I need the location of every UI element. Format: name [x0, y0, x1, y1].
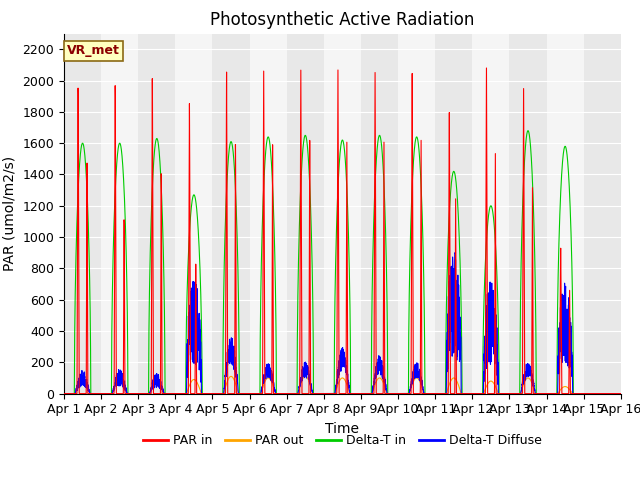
Bar: [584, 34, 621, 394]
Text: VR_met: VR_met: [67, 44, 120, 58]
Bar: [64, 34, 101, 394]
Bar: [361, 34, 398, 394]
Bar: [324, 34, 361, 394]
Y-axis label: PAR (umol/m2/s): PAR (umol/m2/s): [3, 156, 17, 271]
Bar: [138, 34, 175, 394]
X-axis label: Time: Time: [325, 422, 360, 436]
Bar: [509, 34, 547, 394]
Bar: [398, 34, 435, 394]
Bar: [472, 34, 509, 394]
Bar: [250, 34, 287, 394]
Bar: [287, 34, 324, 394]
Legend: PAR in, PAR out, Delta-T in, Delta-T Diffuse: PAR in, PAR out, Delta-T in, Delta-T Dif…: [138, 429, 547, 452]
Bar: [212, 34, 250, 394]
Bar: [101, 34, 138, 394]
Bar: [547, 34, 584, 394]
Title: Photosynthetic Active Radiation: Photosynthetic Active Radiation: [210, 11, 475, 29]
Bar: [175, 34, 212, 394]
Bar: [435, 34, 472, 394]
